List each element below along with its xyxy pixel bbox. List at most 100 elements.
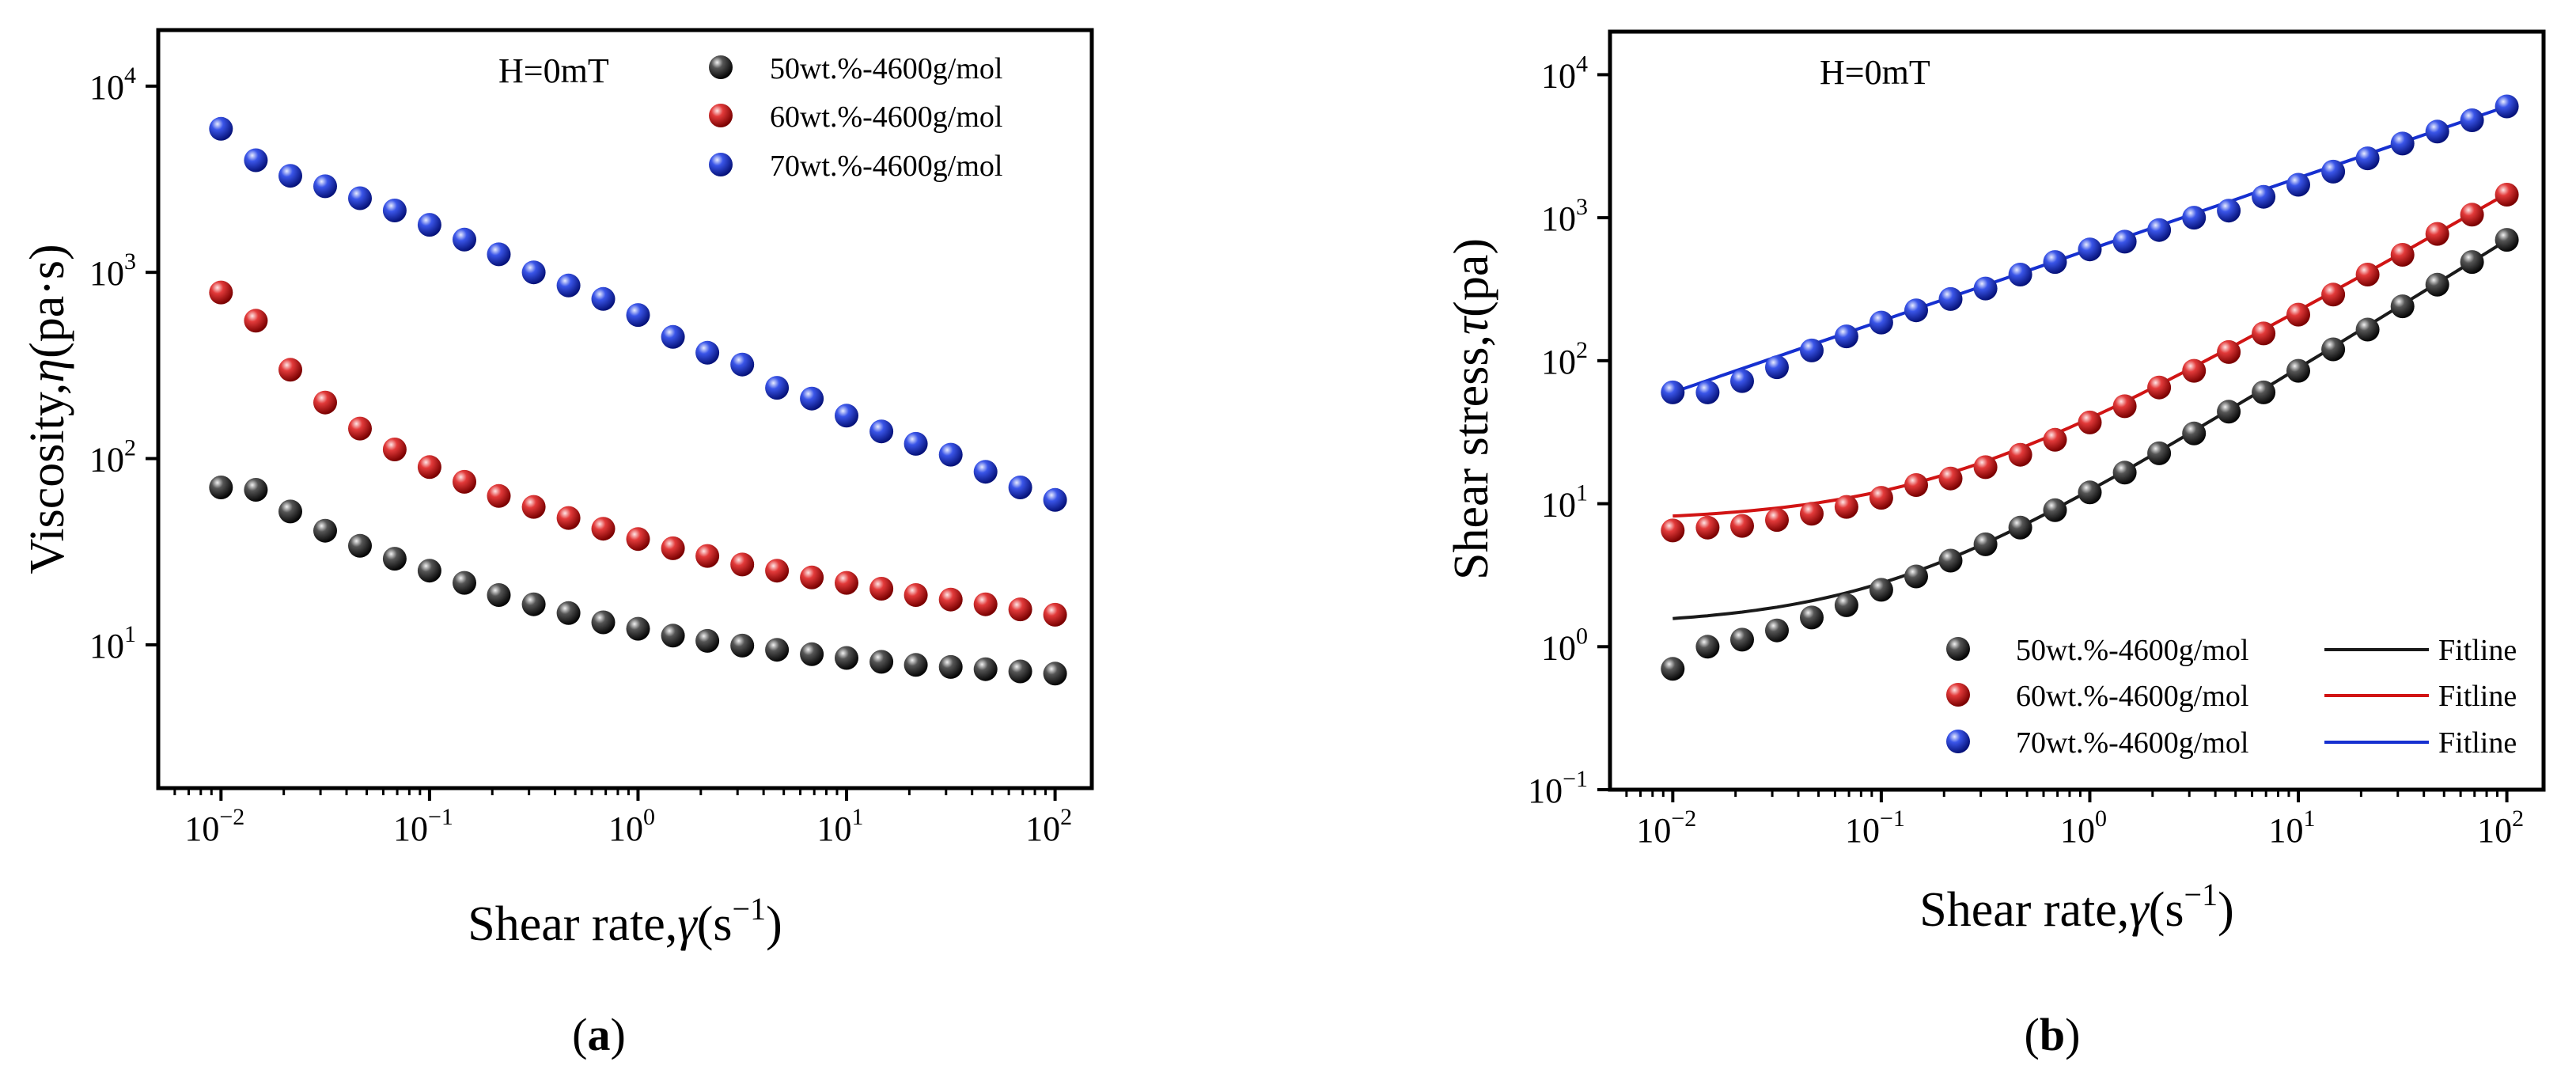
panel-a-point-s2-18 [800,565,824,589]
panel-a-x-tick-exp: 2 [1060,804,1072,830]
panel-b-y-tick-exp: 0 [1576,623,1588,649]
panel-a-x-title-exp: −1 [733,891,767,927]
panel-a-point-s1-4 [313,518,337,543]
panel-b-y-tick-label: 104 [1541,51,1588,95]
panel-b-point-s3-17 [2217,199,2241,223]
panel-a-point-s1-11 [556,601,581,625]
panel-a-point-s3-7 [417,213,441,237]
panel-a-y-title-symbol: η [21,358,74,383]
panel-b-y-tick-base: 10 [1541,486,1576,525]
panel-b-point-s3-1 [1661,380,1685,404]
panel-b-point-s3-5 [1800,338,1824,362]
panel-b-series-layer [1661,94,2519,681]
panel-a-y-tick-base: 10 [89,254,124,293]
panel-a-point-s2-5 [348,416,372,441]
panel-b-point-s2-9 [1938,466,1963,491]
panel-a-annotation: H=0mT [498,51,609,90]
panel-b-x-tick-exp: −1 [1880,806,1905,832]
panel-b-y-title-symbol: τ [1445,315,1498,335]
panel-a-y-tick-exp: 3 [124,248,136,275]
panel-b-point-s2-24 [2460,203,2484,227]
panel-a-point-s2-22 [938,587,963,612]
panel-a-point-s3-19 [835,404,858,428]
panel-b-point-s3-10 [1973,276,1998,301]
panel-a-point-s3-16 [730,352,755,377]
panel-a-point-s2-15 [695,544,720,568]
panel-b-x-tick-exp: 2 [2512,806,2524,832]
panel-a-point-s2-11 [556,506,581,530]
panel-a-x-tick-exp: 1 [852,804,864,830]
panel-a-x-tick-base: 10 [817,809,852,848]
panel-b-x-tick-label: 10−1 [1845,806,1905,850]
panel-a-point-s2-25 [1043,602,1067,627]
panel-b-point-s1-2 [1695,635,1720,659]
panel-a-point-s3-18 [800,386,824,411]
panel-b-point-s1-25 [2495,228,2519,252]
panel-b-legend-item-3: 70wt.%-4600g/mol Fitline [1946,726,2517,760]
panel-b-y-tick-label: 103 [1541,194,1588,238]
panel-b-y-title-unit: (pa) [1445,238,1498,317]
panel-b-point-s2-21 [2355,263,2380,286]
panel-a-x-tick-base: 10 [184,809,219,848]
panel-a-point-s3-5 [348,186,372,210]
panel-b-point-s2-1 [1661,518,1685,543]
panel-b-point-s1-15 [2147,441,2172,465]
panel-a-point-s2-3 [278,358,302,382]
panel-b-point-s1-4 [1765,618,1789,643]
panel-b-point-s3-19 [2286,172,2310,197]
panel-b-point-s2-15 [2147,375,2172,400]
panel-b-legend-item-1: 50wt.%-4600g/mol Fitline [1946,634,2517,667]
panel-b-point-s2-6 [1834,495,1858,519]
panel-b-point-s1-17 [2217,400,2241,424]
panel-b-x-tick-base: 10 [2060,811,2095,850]
panel-a-point-s1-7 [417,559,441,583]
panel-a-y-tick-exp: 1 [124,621,136,647]
panel-a-x-axis-title: Shear rate,γ(s−1) [468,891,782,951]
panel-a-legend-marker-1 [709,55,733,79]
panel-b-legend-label-1: 50wt.%-4600g/mol [2016,634,2248,667]
panel-b-point-s1-19 [2286,358,2310,383]
panel-a-caption-letter: a [588,1009,611,1060]
panel-a-point-s2-23 [973,592,998,616]
panel-a-point-s1-20 [869,650,894,674]
panel-a-legend-label-2: 60wt.%-4600g/mol [770,100,1002,134]
panel-a-point-s2-21 [903,583,928,607]
panel-a-y-tick-label: 102 [89,435,136,480]
panel-a-series-layer [209,116,1067,686]
panel-a-x-tick-label: 10−1 [393,804,453,848]
panel-b-point-s2-14 [2112,394,2137,419]
panel-b-point-s1-8 [1904,564,1928,589]
panel-a-point-s1-19 [835,646,858,670]
panel-b-x-tick-base: 10 [2477,811,2512,850]
panel-b-point-s1-9 [1938,548,1963,573]
panel-b-point-s3-2 [1695,380,1720,404]
panel-a-point-s1-24 [1008,659,1032,684]
panel-a-point-s1-10 [521,592,546,616]
panel-a-y-title-main: Viscosity, [21,383,74,574]
panel-b-legend-label-2: 60wt.%-4600g/mol [2016,680,2248,713]
panel-b-point-s2-17 [2217,339,2241,364]
panel-a-legend-item-2: 60wt.%-4600g/mol [709,100,1002,134]
panel-b-legend-marker-2 [1946,683,1970,707]
panel-b-plot-frame [1608,29,2546,792]
panel-b-point-s1-10 [1973,532,1998,556]
panel-b-point-s2-18 [2252,321,2276,346]
panel-a-point-s3-10 [521,260,546,285]
panel-a-point-s3-8 [453,227,476,252]
panel-a-x-tick-exp: −2 [219,804,244,830]
panel-a-legend: 50wt.%-4600g/mol 60wt.%-4600g/mol 70wt.%… [709,52,1002,183]
panel-a-x-title-symbol: γ [677,897,698,951]
panel-a-caption: (a) [572,1009,626,1060]
panel-a-legend-item-1: 50wt.%-4600g/mol [709,52,1002,85]
panel-b-y-tick-exp: 2 [1576,337,1588,363]
panel-b-legend: 50wt.%-4600g/mol Fitline 60wt.%-4600g/mo… [1946,634,2517,760]
panel-b-point-s2-23 [2425,222,2449,246]
panel-a-x-tick-base: 10 [608,809,643,848]
panel-b-point-s1-23 [2425,272,2449,297]
panel-a-point-s1-8 [453,571,476,595]
panel-b-point-s1-13 [2078,480,2102,505]
panel-b-point-s2-11 [2008,442,2032,467]
